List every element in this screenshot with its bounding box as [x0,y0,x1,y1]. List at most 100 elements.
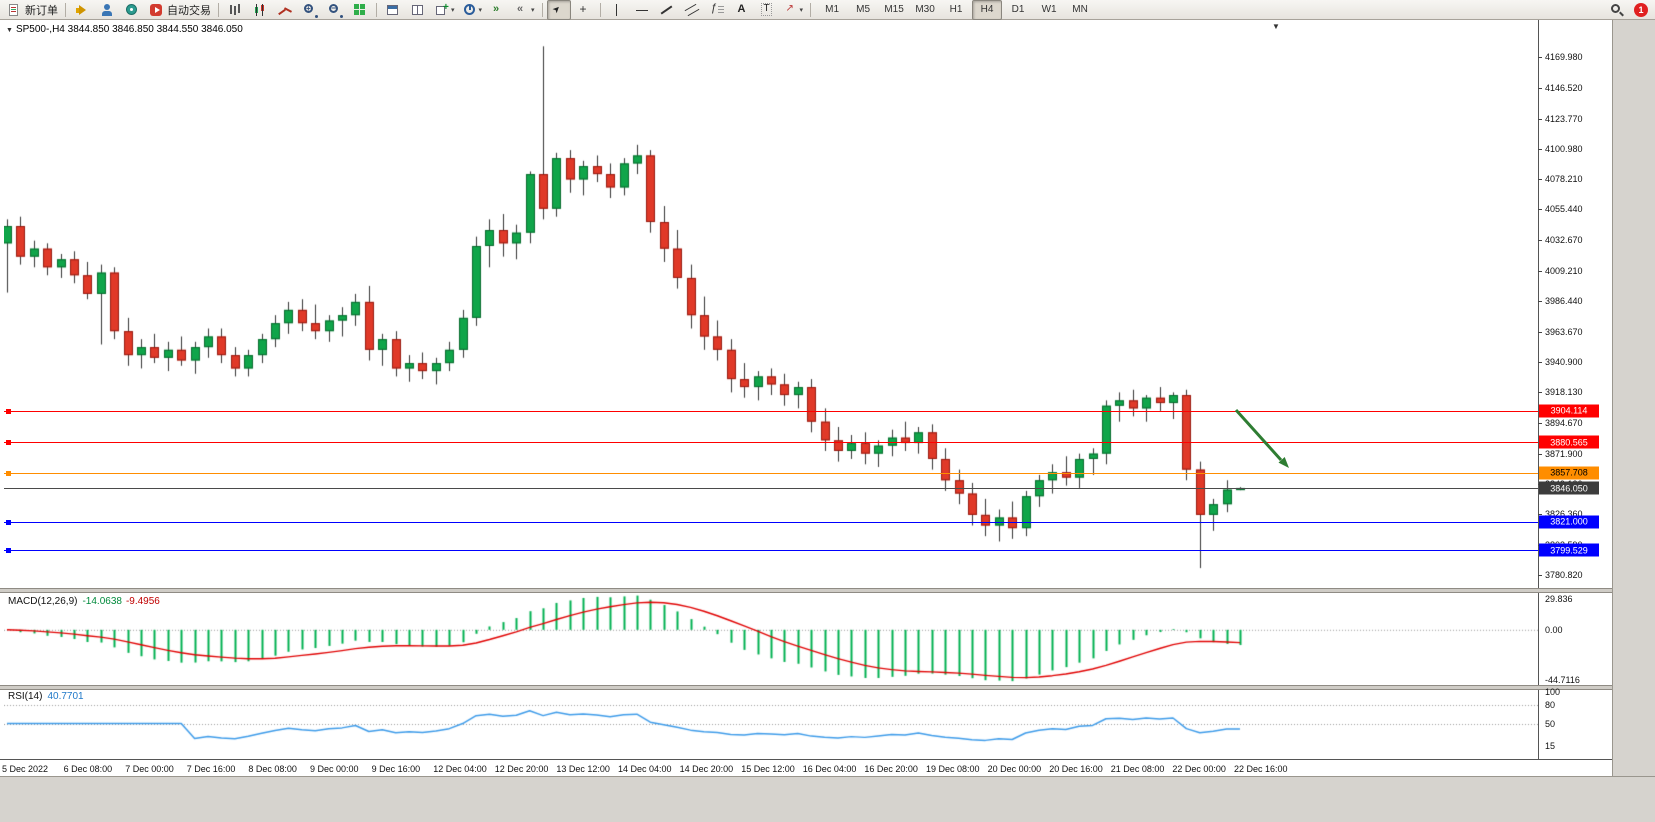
price-level-handle[interactable] [6,519,11,525]
price-tick-label: 4009.210 [1545,265,1583,276]
tile-vertical-button[interactable] [406,0,430,20]
timeframe-m5-button[interactable]: M5 [856,4,871,15]
price-level-handle[interactable] [6,548,11,554]
price-tick-mark [1538,392,1542,394]
panel-divider[interactable] [0,685,1612,690]
trendline-button[interactable] [655,0,679,20]
equidistant-channel-button[interactable] [680,0,704,20]
price-level-line[interactable] [4,521,1538,523]
arrows-button[interactable]: ▾ [780,0,807,20]
new-chart-button[interactable]: ▾ [431,0,458,20]
periods-button[interactable]: ▾ [459,0,486,20]
time-tick-label: 22 Dec 00:00 [1172,764,1226,774]
chart-shift-marker[interactable]: ▼ [1272,22,1280,31]
timeframe-h4-button[interactable]: H4 [972,0,1003,20]
price-tick-label: 4169.980 [1545,52,1583,62]
notification-badge[interactable]: 1 [1634,2,1648,17]
trend-arrow-annotation[interactable] [1232,405,1302,480]
toolbar: 新订单 自动交易 ▾ ▾ ▾ ▾ M1 M5 M15 M30 H1 H4 D1 W1 MN 1 [0,0,1655,20]
toolbar-separator [599,2,601,17]
time-axis[interactable]: 5 Dec 2022 6 Dec 08:00 7 Dec 00:00 7 Dec 16… [0,759,1612,776]
linechart-icon [277,2,293,18]
cascade-windows-button[interactable] [381,0,405,20]
zoom-in-button[interactable] [298,0,322,20]
bar-chart-button[interactable] [223,0,247,20]
price-tick-label: 3940.900 [1545,356,1583,367]
bottom-margin [0,776,1655,822]
price-level-line[interactable] [4,550,1538,552]
macd-signal-value: -9.4956 [125,596,160,607]
time-tick-label: 22 Dec 16:00 [1234,764,1288,774]
rsi-canvas[interactable] [4,689,1538,758]
price-tick-label: 4100.980 [1545,143,1583,154]
timeframe-d1-button[interactable]: D1 [1011,4,1025,15]
cursor-button[interactable] [546,0,571,20]
price-tick-mark [1538,118,1542,120]
history-center-button[interactable] [120,0,144,20]
price-tick-label: 3871.900 [1545,448,1583,459]
horizontal-line-button[interactable] [630,0,654,20]
crosshair-button[interactable] [572,0,596,20]
time-tick-label: 13 Dec 12:00 [556,764,610,774]
tile-windows-button[interactable] [348,0,372,20]
vline-icon [609,2,625,18]
candles-icon [252,2,268,18]
auto-scroll-button[interactable] [486,0,510,20]
new-order-button[interactable]: 新订单 [3,0,61,20]
price-level-handle[interactable] [6,440,11,446]
chart-title-text: SP500-,H4 3844.850 3846.850 3844.550 384… [15,24,243,35]
macd-axis-label: 0.00 [1545,624,1563,635]
sound-alert-button[interactable] [70,0,94,20]
zoom-out-button[interactable] [323,0,347,20]
price-tick-label: 3780.820 [1545,570,1583,580]
macd-canvas[interactable] [4,593,1538,685]
price-level-handle[interactable] [6,470,11,476]
price-tick-mark [1538,148,1542,150]
right-margin [1612,20,1655,776]
vertical-line-button[interactable] [605,0,629,20]
timeframe-mn-button[interactable]: MN [1072,4,1088,15]
price-tick-mark [1538,301,1542,303]
time-tick-label: 7 Dec 16:00 [186,764,236,774]
timeframe-w1-button[interactable]: W1 [1041,4,1057,15]
price-tick-mark [1538,453,1542,455]
price-level-label: 3857.708 [1539,466,1599,480]
price-tick-mark [1538,209,1542,211]
price-tick-mark [1538,270,1542,272]
timeframe-m15-button[interactable]: M15 [884,4,904,15]
chart-area[interactable]: ▼ SP500-,H4 3844.850 3846.850 3844.550 38… [0,20,1655,776]
timeframe-h1-button[interactable]: H1 [949,4,963,15]
experts-button[interactable] [95,0,119,20]
timeframe-m1-button[interactable]: M1 [825,4,840,15]
chart-title: ▼ SP500-,H4 3844.850 3846.850 3844.550 38… [6,24,243,35]
tline-icon [659,2,675,18]
search-button[interactable] [1605,0,1629,20]
autotrading-button[interactable]: 自动交易 [145,0,214,20]
fibo-icon [709,2,725,18]
price-level-handle[interactable] [6,408,11,414]
text-label-button[interactable] [755,0,779,20]
timeframe-m30-button[interactable]: M30 [915,4,935,15]
price-level-line[interactable] [4,442,1538,444]
collapse-icon[interactable]: ▼ [6,27,13,34]
price-tick-mark [1538,514,1542,516]
time-tick-label: 9 Dec 00:00 [310,764,359,774]
win-icon [385,2,401,18]
text-button[interactable] [730,0,754,20]
current-price-line [4,488,1538,490]
candlestick-chart-button[interactable] [248,0,272,20]
line-chart-button[interactable] [273,0,297,20]
toolbar-separator [65,2,66,17]
disc-icon [124,2,140,18]
textA-icon [734,2,750,18]
macd-axis-label: -44.7116 [1545,675,1580,685]
price-tick-mark [1538,57,1542,58]
panel-divider[interactable] [0,588,1612,593]
price-level-line[interactable] [4,410,1538,412]
price-chart-canvas[interactable] [4,22,1538,588]
chart-shift-button[interactable]: ▾ [511,0,538,20]
price-level-label: 3821.000 [1539,515,1599,529]
price-level-line[interactable] [4,472,1538,474]
channel-icon [684,2,700,18]
fibonacci-button[interactable] [705,0,729,20]
